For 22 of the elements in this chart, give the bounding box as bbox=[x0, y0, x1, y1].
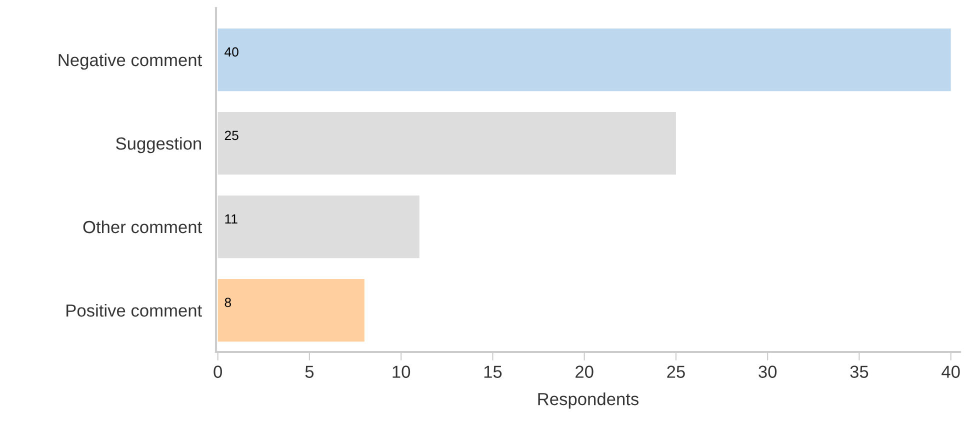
x-tick-label: 35 bbox=[850, 366, 868, 378]
data-label: 25 bbox=[224, 130, 238, 140]
bar bbox=[218, 112, 676, 175]
data-label: 11 bbox=[225, 214, 238, 224]
bar bbox=[218, 28, 951, 92]
x-tick-label: 25 bbox=[667, 366, 685, 378]
x-tick-label: 15 bbox=[484, 366, 502, 378]
x-tick-label: 40 bbox=[942, 366, 960, 378]
x-tick-label: 20 bbox=[576, 366, 594, 378]
data-label: 40 bbox=[224, 47, 238, 57]
data-label: 8 bbox=[224, 298, 232, 308]
x-axis-title: Respondents bbox=[538, 392, 639, 409]
y-tick-label: Negative comment bbox=[58, 53, 202, 70]
x-tick-label: 30 bbox=[758, 366, 777, 378]
x-tick-label: 0 bbox=[214, 366, 222, 378]
y-tick-label: Suggestion bbox=[116, 136, 201, 154]
bar bbox=[218, 195, 420, 258]
x-tick-label: 5 bbox=[305, 366, 314, 378]
y-tick-label: Positive comment bbox=[66, 304, 202, 317]
y-tick-label: Other comment bbox=[83, 220, 202, 234]
bar bbox=[218, 278, 364, 342]
x-tick-label: 10 bbox=[392, 366, 410, 378]
